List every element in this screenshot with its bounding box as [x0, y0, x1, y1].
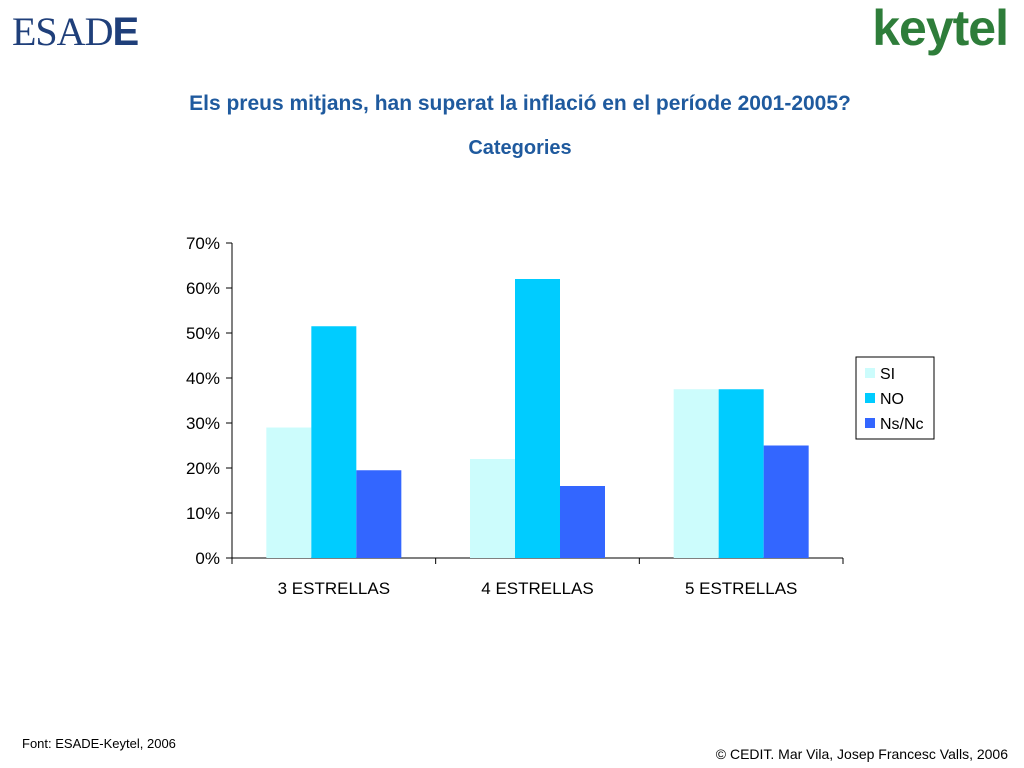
- chart-title: Els preus mitjans, han superat la inflac…: [189, 92, 851, 115]
- legend-swatch: [865, 393, 875, 403]
- bar: [515, 279, 560, 558]
- x-tick-label: 4 ESTRELLAS: [481, 579, 593, 598]
- x-tick-label: 3 ESTRELLAS: [278, 579, 390, 598]
- bar: [560, 486, 605, 558]
- y-tick-label: 40%: [186, 369, 220, 388]
- bar: [311, 326, 357, 558]
- chart-subtitle: Categories: [468, 137, 572, 159]
- y-tick-label: 0%: [195, 549, 220, 568]
- bar: [470, 459, 515, 558]
- y-tick-label: 70%: [186, 234, 220, 253]
- legend-swatch: [865, 368, 875, 378]
- y-tick-label: 10%: [186, 504, 220, 523]
- keytel-logo: keytel: [872, 0, 1009, 56]
- y-tick-label: 60%: [186, 279, 220, 298]
- y-tick-label: 50%: [186, 324, 220, 343]
- x-tick-label: 5 ESTRELLAS: [685, 579, 797, 598]
- bar: [673, 389, 719, 558]
- bar: [763, 445, 809, 558]
- copyright-note: © CEDIT. Mar Vila, Josep Francesc Valls,…: [715, 746, 1008, 762]
- bar: [718, 389, 764, 558]
- esade-logo: ESADE: [12, 9, 139, 54]
- legend-label: Ns/Nc: [880, 416, 924, 433]
- y-tick-label: 20%: [186, 459, 220, 478]
- source-note: Font: ESADE-Keytel, 2006: [22, 736, 176, 751]
- legend-label: SI: [880, 366, 895, 383]
- y-tick-label: 30%: [186, 414, 220, 433]
- bar: [266, 427, 312, 558]
- legend-swatch: [865, 418, 875, 428]
- bar: [356, 470, 402, 558]
- legend-label: NO: [880, 391, 904, 408]
